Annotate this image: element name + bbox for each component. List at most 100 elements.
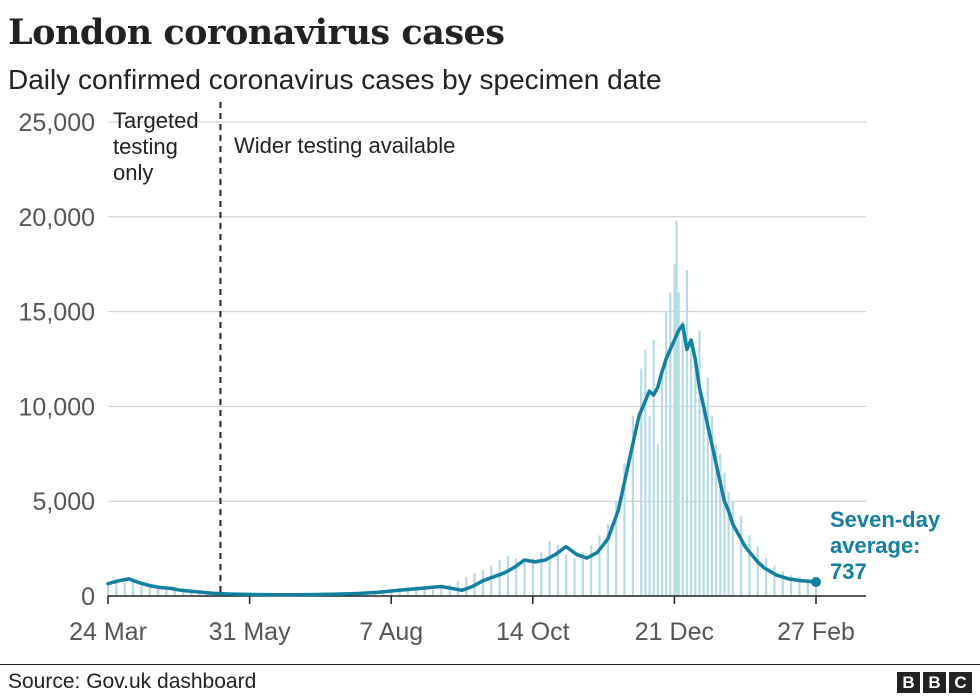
seven-day-average-line (106, 323, 818, 597)
daily-bar (660, 368, 664, 596)
daily-bar (710, 415, 714, 596)
daily-bar (631, 415, 634, 596)
daily-bar (556, 544, 559, 596)
daily-bar (206, 593, 210, 596)
daily-bar (606, 523, 609, 596)
chart-subtitle: Daily confirmed coronavirus cases by spe… (8, 64, 662, 95)
x-tick-label: 27 Feb (777, 618, 855, 646)
end-label: Seven-day (830, 507, 941, 532)
annotation-left: testing (113, 134, 178, 159)
daily-bar (815, 580, 818, 596)
end-label: 737 (830, 559, 867, 584)
daily-bar (648, 415, 651, 596)
daily-bar (790, 575, 793, 596)
daily-bar (515, 558, 518, 596)
daily-bar (523, 559, 526, 596)
y-tick-label: 5,000 (32, 488, 95, 516)
daily-bar (598, 535, 601, 596)
daily-bar (107, 584, 110, 596)
line-chart: 0 5,000 10,000 15,000 20,000 25,000 24 Mar 31 M… (19, 102, 941, 646)
daily-bar (669, 292, 672, 596)
daily-bar (652, 340, 655, 596)
daily-bar (719, 453, 722, 596)
daily-bar (173, 589, 176, 596)
daily-bar (123, 578, 126, 596)
daily-bar (415, 586, 418, 596)
daily-bar (140, 582, 143, 596)
daily-bar (773, 565, 776, 596)
x-tick-label: 31 May (209, 618, 291, 646)
daily-bar (690, 340, 693, 596)
daily-bar (706, 377, 709, 596)
daily-bar (506, 556, 510, 596)
daily-bar (531, 558, 534, 596)
x-tick-label: 7 Aug (359, 618, 423, 646)
daily-bar (465, 577, 468, 596)
daily-bar (694, 368, 697, 596)
daily-bar (656, 444, 659, 596)
daily-bar (406, 586, 410, 596)
daily-bar (731, 501, 734, 596)
x-tick-label: 24 Mar (69, 618, 147, 646)
daily-bar (675, 220, 678, 597)
y-tick-label: 20,000 (19, 204, 95, 232)
daily-bar (481, 569, 485, 596)
footer-divider (0, 664, 980, 665)
daily-bar (573, 558, 576, 596)
daily-bar (498, 559, 501, 596)
daily-bar (190, 591, 193, 596)
y-tick-label: 0 (81, 583, 95, 611)
y-tick-label: 25,000 (19, 109, 95, 137)
y-tick-label: 15,000 (19, 299, 95, 327)
daily-bar (165, 588, 168, 596)
daily-bar (431, 589, 435, 596)
daily-bar (148, 586, 151, 596)
daily-bar (198, 592, 201, 596)
daily-bar (548, 541, 551, 596)
daily-bar (590, 544, 593, 596)
daily-bar (681, 321, 684, 596)
daily-bar (131, 579, 135, 596)
daily-bar (715, 444, 718, 596)
logo-letter: C (949, 672, 972, 693)
source-text: Source: Gov.uk dashboard (8, 670, 257, 693)
daily-bar (540, 552, 543, 596)
daily-bar (698, 330, 701, 596)
chart-title: London coronavirus cases (8, 12, 505, 53)
daily-bar (565, 554, 568, 596)
daily-bar (644, 349, 647, 596)
daily-bar (806, 578, 809, 596)
daily-bar (665, 311, 668, 596)
daily-bar (677, 292, 680, 596)
daily-bar (673, 264, 676, 596)
daily-bar (440, 587, 443, 596)
end-point-marker (811, 577, 821, 588)
daily-bar (490, 565, 493, 596)
daily-bar (448, 584, 451, 596)
daily-bar (798, 577, 801, 596)
daily-bar (765, 558, 768, 596)
daily-bar (702, 396, 705, 596)
daily-bar (181, 590, 185, 596)
bbc-logo: B B C (897, 672, 972, 693)
y-tick-label: 10,000 (19, 393, 95, 421)
daily-bar (623, 463, 626, 596)
daily-bar (115, 582, 118, 596)
x-tick-label: 21 Dec (635, 618, 714, 646)
annotation-left: only (113, 160, 153, 185)
daily-bar (423, 588, 426, 596)
annotation-left: Targeted (113, 108, 199, 133)
daily-bar (727, 491, 730, 596)
daily-bar (723, 472, 726, 596)
daily-bar (748, 535, 751, 596)
daily-bar (781, 571, 784, 596)
daily-bar (640, 368, 643, 596)
daily-bar (615, 501, 618, 596)
annotation-right: Wider testing available (234, 133, 455, 158)
daily-bar (685, 269, 689, 596)
x-tick-label: 14 Oct (496, 618, 570, 646)
daily-bar (581, 552, 584, 596)
logo-letter: B (923, 672, 946, 693)
end-label: average: (830, 533, 921, 558)
daily-bar (156, 587, 160, 596)
